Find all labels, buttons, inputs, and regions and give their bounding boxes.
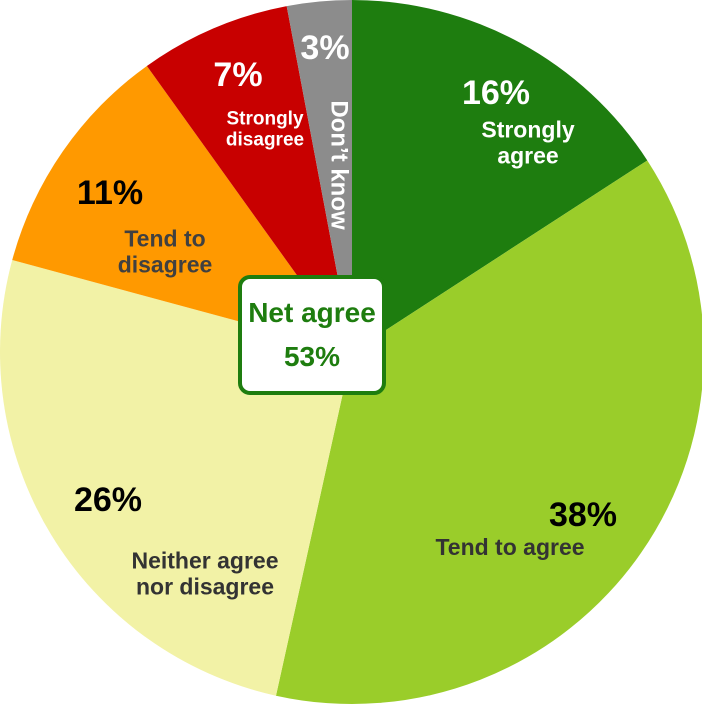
category-label: Strongly agree [481,116,575,168]
net-agree-box: Net agree 53% [238,275,386,395]
value-label: 16% [461,73,531,112]
category-label: Tend to disagree [117,225,213,277]
category-label: Neither agree nor disagree [131,547,279,599]
pie-slice [352,0,648,352]
net-agree-text: Net agree [248,297,376,328]
pie-slice [275,160,702,704]
category-label: Don’t know [325,100,353,230]
value-label: 38% [548,495,618,534]
category-label: Tend to agree [435,534,585,561]
pie-slice [286,0,352,352]
category-label: Strongly disagree [225,108,305,151]
net-agree-value: 53% [283,341,341,372]
pie-slice [146,6,352,352]
value-label: 26% [73,480,143,519]
value-label: 7% [213,55,263,94]
value-label: 11% [76,173,144,212]
value-label: 3% [300,28,350,67]
